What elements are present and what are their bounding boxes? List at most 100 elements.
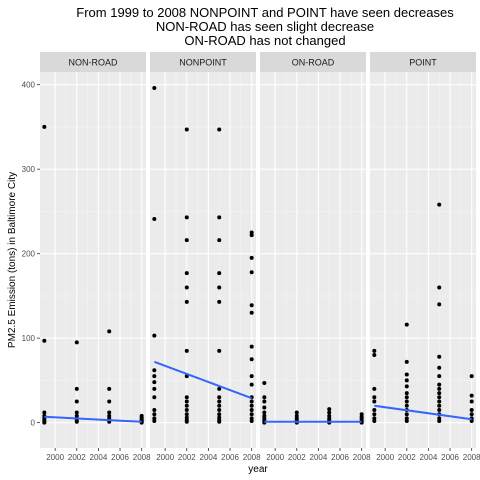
data-point (184, 271, 189, 276)
data-point (262, 399, 267, 404)
x-tick-label: 2004 (90, 453, 108, 462)
x-tick-label: 2006 (331, 453, 349, 462)
data-point (217, 399, 222, 404)
data-point (249, 344, 254, 349)
data-point (184, 407, 189, 412)
y-tick-label: 400 (22, 81, 36, 90)
panel-point: POINT 2000 2002 2004 2006 2008 (370, 52, 480, 462)
x-tick-label: 2002 (178, 453, 196, 462)
x-tick-label: 2000 (266, 453, 284, 462)
data-point (107, 399, 112, 404)
data-point (437, 365, 442, 370)
data-point (249, 357, 254, 362)
x-tick-label: 2008 (243, 453, 261, 462)
data-point (327, 407, 332, 412)
data-point (217, 412, 222, 417)
data-point (249, 233, 254, 238)
data-point (249, 270, 254, 275)
trend-line (374, 404, 472, 421)
data-point (249, 382, 254, 387)
data-point (404, 384, 409, 389)
data-point (372, 386, 377, 391)
data-point (74, 399, 79, 404)
data-point (217, 285, 222, 290)
data-point (262, 410, 267, 415)
x-tick-label: 2000 (156, 453, 174, 462)
data-point (249, 403, 254, 408)
x-tick-label: 2000 (46, 453, 64, 462)
data-point (217, 215, 222, 220)
x-tick-label: 2002 (68, 453, 86, 462)
data-point (404, 378, 409, 383)
data-point (152, 380, 157, 385)
data-point (437, 386, 442, 391)
data-point (469, 393, 474, 398)
x-tick-label: 2008 (463, 453, 480, 462)
data-point (327, 410, 332, 415)
data-point (217, 271, 222, 276)
data-point (372, 412, 377, 417)
data-point (152, 368, 157, 373)
y-tick-label: 300 (22, 165, 36, 174)
data-point (184, 412, 189, 417)
data-point (437, 285, 442, 290)
panel-on-road: ON-ROAD 2000 2002 2004 2006 2008 (260, 52, 371, 462)
data-point (107, 329, 112, 334)
data-point (437, 395, 442, 400)
data-point (217, 395, 222, 400)
data-point (262, 395, 267, 400)
data-point (217, 419, 222, 424)
data-point (404, 322, 409, 327)
y-tick-label: 200 (22, 250, 36, 259)
y-axis-title: PM2.5 Emission (tons) in Baltimore City (7, 172, 18, 348)
x-axis-title: year (248, 464, 268, 475)
data-point (249, 255, 254, 260)
panel-strip-label: ON-ROAD (292, 58, 335, 68)
data-point (152, 395, 157, 400)
data-point (404, 399, 409, 404)
panel-strip-label: NONPOINT (179, 58, 227, 68)
data-point (249, 407, 254, 412)
data-point (469, 399, 474, 404)
data-point (217, 386, 222, 391)
data-point (152, 86, 157, 91)
data-point (249, 412, 254, 417)
data-point (372, 395, 377, 400)
data-point (372, 418, 377, 423)
data-point (469, 412, 474, 417)
chart-title-line-2: NON-ROAD has seen slight decrease (156, 19, 374, 34)
data-point (107, 410, 112, 415)
data-point (404, 418, 409, 423)
y-tick-label: 100 (22, 334, 36, 343)
data-point (152, 374, 157, 379)
x-tick-label: 2006 (441, 453, 459, 462)
data-point (262, 380, 267, 385)
data-point (184, 238, 189, 243)
data-point (42, 338, 47, 343)
x-tick-label: 2002 (288, 453, 306, 462)
data-point (42, 410, 47, 415)
x-tick-label: 2008 (353, 453, 371, 462)
data-point (262, 405, 267, 410)
data-point (184, 399, 189, 404)
data-point (249, 374, 254, 379)
data-point (372, 348, 377, 353)
data-point (42, 124, 47, 129)
x-tick-label: 2004 (310, 453, 328, 462)
data-point (217, 127, 222, 132)
data-point (217, 299, 222, 304)
data-point (404, 395, 409, 400)
data-point (152, 407, 157, 412)
panel-strip (370, 52, 476, 72)
data-point (184, 299, 189, 304)
panel-strip (40, 52, 146, 72)
chart-title: From 1999 to 2008 NONPOINT and POINT hav… (76, 5, 454, 48)
panel-background (370, 72, 476, 448)
data-point (469, 374, 474, 379)
data-point (184, 215, 189, 220)
data-point (437, 391, 442, 396)
panel-non-road: NON-ROAD 2000 2002 2004 2006 2008 (40, 52, 151, 462)
data-point (437, 302, 442, 307)
panel-strip (260, 52, 366, 72)
data-point (74, 419, 79, 424)
